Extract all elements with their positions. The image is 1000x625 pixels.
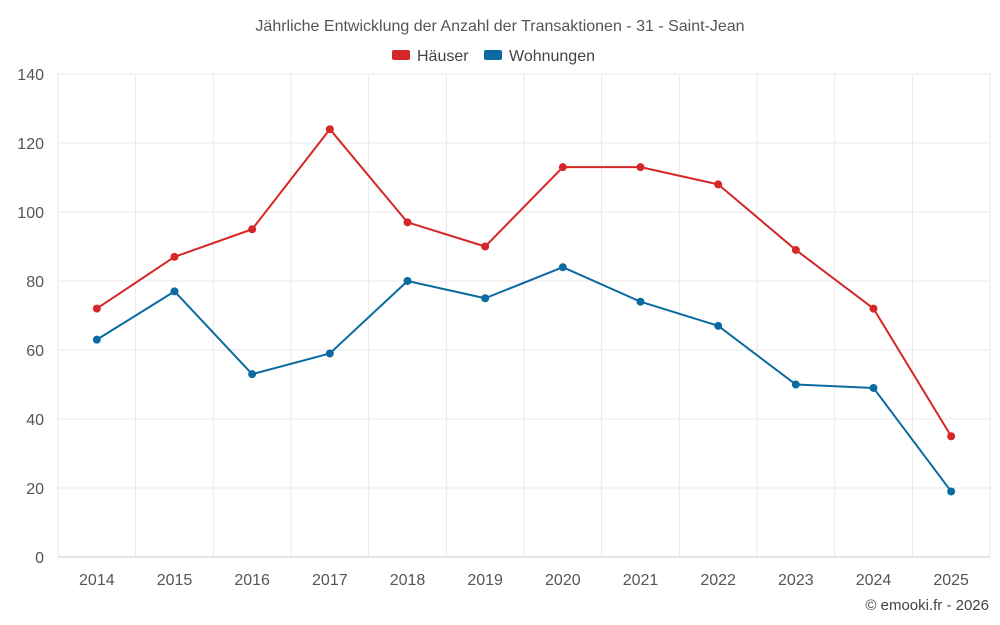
y-tick-label-140: 140 xyxy=(17,67,44,84)
data-point-wohnungen-2018[interactable] xyxy=(403,277,412,285)
series-line-haeuser xyxy=(96,128,953,437)
data-point-haeuser-2017[interactable] xyxy=(325,125,334,134)
x-tick-label-2014: 2014 xyxy=(79,572,115,589)
x-tick-label-2020: 2020 xyxy=(545,572,581,589)
legend-label-haeuser: Häuser xyxy=(417,48,469,65)
x-tick-label-2024: 2024 xyxy=(856,572,892,589)
data-point-wohnungen-2014[interactable] xyxy=(92,335,101,344)
x-tick-label-2017: 2017 xyxy=(312,572,348,589)
data-point-haeuser-2024[interactable] xyxy=(869,304,878,313)
data-point-haeuser-2014[interactable] xyxy=(92,304,101,313)
data-point-wohnungen-2020[interactable] xyxy=(558,263,567,272)
x-tick-label-2016: 2016 xyxy=(234,572,270,589)
legend: Häuser Wohnungen xyxy=(392,48,595,65)
x-tick-label-2021: 2021 xyxy=(623,572,659,589)
data-point-haeuser-2015[interactable] xyxy=(170,252,179,261)
credit-text[interactable]: © emooki.fr - 2026 xyxy=(865,597,989,614)
x-tick-label-2015: 2015 xyxy=(157,572,193,589)
legend-label-wohnungen: Wohnungen xyxy=(509,48,595,65)
series-layer xyxy=(92,125,956,496)
legend-item-haeuser[interactable]: Häuser xyxy=(392,48,469,65)
data-point-haeuser-2021[interactable] xyxy=(636,163,645,172)
data-point-wohnungen-2024[interactable] xyxy=(869,383,878,392)
data-point-haeuser-2016[interactable] xyxy=(248,225,257,234)
data-point-haeuser-2025[interactable] xyxy=(947,432,956,441)
series-line-wohnungen xyxy=(96,266,952,493)
y-tick-label-20: 20 xyxy=(26,481,44,498)
y-tick-label-40: 40 xyxy=(26,412,44,429)
data-point-wohnungen-2016[interactable] xyxy=(248,370,257,379)
y-tick-labels: 0 20 40 60 80 100 120 140 xyxy=(17,67,44,567)
data-point-wohnungen-2015[interactable] xyxy=(170,287,179,296)
data-point-haeuser-2022[interactable] xyxy=(714,180,723,189)
y-tick-label-100: 100 xyxy=(17,205,44,222)
y-tick-label-0: 0 xyxy=(35,550,44,567)
x-tick-label-2022: 2022 xyxy=(700,572,736,589)
x-tick-label-2025: 2025 xyxy=(933,572,969,589)
x-tick-label-2018: 2018 xyxy=(390,572,426,589)
data-point-haeuser-2018[interactable] xyxy=(403,218,412,227)
data-point-wohnungen-2023[interactable] xyxy=(791,380,800,389)
x-tick-label-2023: 2023 xyxy=(778,572,814,589)
data-point-wohnungen-2017[interactable] xyxy=(325,349,334,358)
series-haeuser xyxy=(92,125,956,441)
data-point-haeuser-2023[interactable] xyxy=(791,245,800,254)
grid-layer xyxy=(57,73,991,557)
y-tick-label-120: 120 xyxy=(17,136,44,153)
chart-title: Jährliche Entwicklung der Anzahl der Tra… xyxy=(255,18,744,35)
y-tick-label-80: 80 xyxy=(26,274,44,291)
data-point-haeuser-2020[interactable] xyxy=(558,163,567,172)
data-point-wohnungen-2019[interactable] xyxy=(481,294,490,303)
legend-swatch-wohnungen xyxy=(484,50,502,60)
data-point-wohnungen-2022[interactable] xyxy=(714,321,723,330)
data-point-wohnungen-2021[interactable] xyxy=(636,297,645,306)
legend-item-wohnungen[interactable]: Wohnungen xyxy=(484,48,595,65)
x-tick-labels: 2014 2015 2016 2017 2018 2019 2020 2021 2022 2023… xyxy=(79,572,969,589)
data-point-haeuser-2019[interactable] xyxy=(481,242,490,251)
legend-swatch-haeuser xyxy=(392,50,410,60)
x-tick-label-2019: 2019 xyxy=(467,572,503,589)
data-point-wohnungen-2025[interactable] xyxy=(947,487,956,496)
series-wohnungen xyxy=(92,263,956,496)
y-tick-label-60: 60 xyxy=(26,343,44,360)
